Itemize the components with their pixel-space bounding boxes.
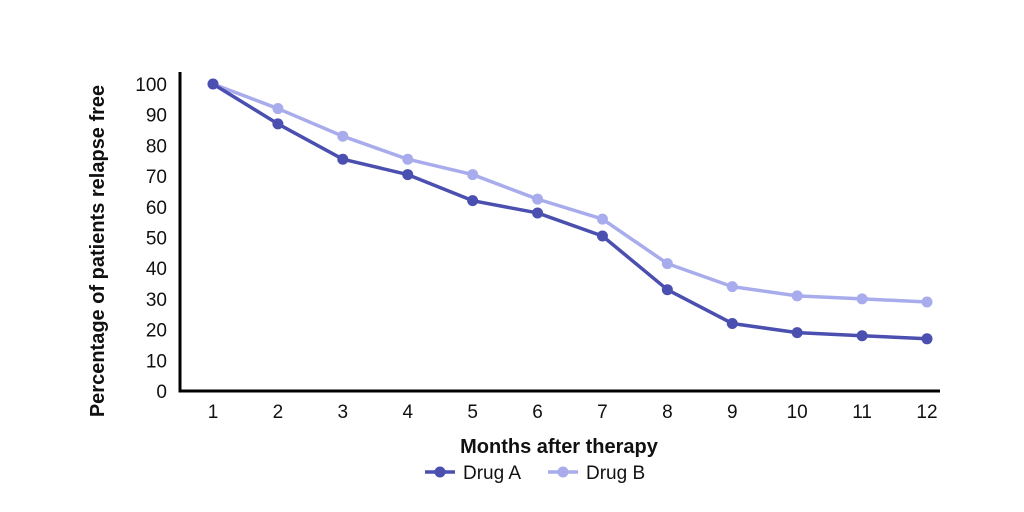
series-drug-b (207, 78, 933, 308)
data-point (467, 169, 479, 181)
x-tick-label: 1 (208, 402, 219, 423)
data-point (856, 293, 868, 305)
x-tick-label: 9 (727, 402, 738, 423)
data-point (337, 130, 349, 142)
y-axis-title: Percentage of patients relapse free (87, 85, 109, 417)
data-point (337, 153, 349, 165)
legend-item: Drug B (548, 463, 645, 484)
x-tick-label: 7 (597, 402, 608, 423)
data-point (272, 118, 284, 130)
data-point (921, 333, 933, 345)
data-point (661, 258, 673, 270)
x-tick-label: 5 (467, 402, 478, 423)
data-point (532, 207, 544, 219)
legend-item: Drug A (425, 463, 521, 484)
data-point (921, 296, 933, 308)
legend-label: Drug B (586, 463, 645, 484)
x-tick-label: 8 (662, 402, 673, 423)
y-tick-label: 50 (146, 229, 167, 250)
y-tick-label: 60 (146, 198, 167, 219)
series-lines (207, 78, 933, 345)
data-point (402, 169, 414, 181)
data-point (661, 284, 673, 296)
series-line (212, 82, 928, 341)
x-tick-label: 6 (532, 402, 543, 423)
y-tick-label: 10 (146, 351, 167, 372)
y-tick-label: 90 (146, 106, 167, 127)
data-point (791, 327, 803, 339)
y-tick-label: 40 (146, 259, 167, 280)
series-line (212, 82, 928, 304)
x-tick-label: 11 (852, 402, 872, 423)
x-tick-label: 2 (273, 402, 284, 423)
y-tick-label: 70 (146, 167, 167, 188)
axes (178, 72, 940, 393)
legend-label: Drug A (463, 463, 521, 484)
data-point (207, 78, 219, 90)
data-point (532, 193, 544, 205)
series-drug-a (207, 78, 933, 345)
y-tick-label: 0 (156, 382, 167, 403)
x-tick-labels: 1 2 3 4 5 6 7 8 9 10 11 12 (208, 402, 938, 423)
data-point (856, 330, 868, 342)
data-point (726, 281, 738, 293)
data-point (402, 153, 414, 165)
y-tick-labels: 0 10 20 30 40 50 60 70 80 90 100 (135, 75, 167, 403)
legend-swatch-marker (434, 466, 446, 478)
y-tick-label: 100 (135, 75, 167, 96)
x-tick-label: 12 (916, 402, 937, 423)
legend-swatch-marker (557, 466, 569, 478)
x-tick-label: 10 (787, 402, 808, 423)
data-point (726, 317, 738, 329)
data-point (596, 230, 608, 242)
x-tick-label: 4 (402, 402, 413, 423)
data-point (596, 213, 608, 225)
y-tick-label: 30 (146, 290, 167, 311)
legend: Drug A Drug B (425, 463, 645, 484)
x-tick-label: 3 (338, 402, 349, 423)
x-axis-title: Months after therapy (460, 436, 659, 458)
data-point (272, 103, 284, 115)
y-tick-label: 20 (146, 321, 167, 342)
data-point (791, 290, 803, 302)
data-point (467, 195, 479, 207)
y-tick-label: 80 (146, 136, 167, 157)
